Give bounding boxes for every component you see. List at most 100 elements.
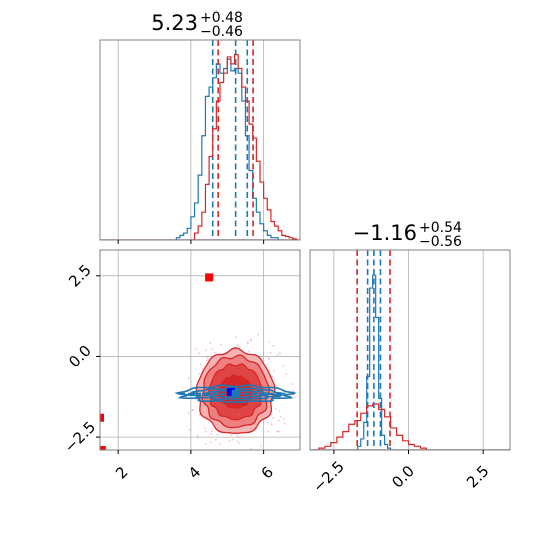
outlier-point (205, 273, 214, 282)
x-tick-label: 6 (258, 463, 277, 482)
blue-contour-level (174, 384, 297, 404)
sample-point (198, 372, 201, 375)
sample-point (268, 341, 270, 344)
sample-point (211, 348, 214, 351)
sample-point (209, 342, 212, 344)
sample-point (196, 434, 199, 437)
sample-point (272, 344, 275, 347)
sample-point (230, 434, 233, 437)
sample-point (256, 428, 259, 430)
x-tick-label: 2 (112, 463, 131, 482)
hist-step-series-1 (318, 403, 428, 450)
sample-point (238, 442, 241, 444)
title-param-2-main: −1.16 (353, 221, 417, 245)
y-tick-label: 0.0 (65, 342, 95, 372)
sample-point (294, 396, 297, 399)
sample-point (187, 377, 190, 380)
sample-point (249, 340, 252, 342)
sample-point (198, 352, 201, 355)
y-tick-label: 2.5 (65, 261, 95, 291)
sample-point (274, 407, 277, 410)
blue-contour-level (202, 389, 270, 399)
sample-point (277, 419, 280, 422)
sample-point (260, 445, 263, 448)
x-tick-label: −2.5 (309, 457, 347, 495)
sample-point (270, 423, 273, 426)
sample-point (276, 430, 279, 433)
sample-point (214, 438, 217, 441)
sample-point (191, 409, 194, 412)
sample-point (207, 358, 209, 361)
sample-point (218, 442, 221, 445)
sample-point (220, 343, 223, 346)
title-param-1-sup: +0.48 (200, 10, 243, 26)
y-tick-label: −2.5 (61, 418, 99, 456)
sample-point (268, 358, 271, 361)
sample-point (282, 365, 285, 368)
x-tick-label: 2.5 (463, 462, 493, 492)
sample-point (280, 415, 282, 418)
map-estimate-marker (226, 387, 235, 396)
sample-point (201, 367, 204, 370)
outlier-point (100, 413, 104, 422)
title-param-1-main: 5.23 (151, 11, 198, 35)
axes-frame-bottom-left (99, 249, 301, 451)
title-param-1: 5.23 (151, 11, 198, 35)
hist-step-series-0 (357, 274, 392, 450)
panel-bottom-right (310, 250, 510, 450)
sample-point (188, 428, 191, 431)
sample-point (199, 363, 202, 366)
sample-point (250, 338, 252, 341)
sample-point (210, 432, 213, 435)
sample-point (236, 344, 239, 346)
title-param-2-sup: +0.54 (419, 220, 462, 236)
axes-frame-bottom-right (309, 249, 511, 451)
sample-point (236, 435, 239, 437)
hist-step-series-0 (175, 58, 279, 240)
sample-point (205, 359, 208, 362)
sample-point (227, 436, 230, 439)
sample-point (205, 349, 208, 352)
sample-point (272, 417, 274, 419)
sample-point (257, 333, 259, 336)
sample-point (209, 440, 212, 443)
sample-point (250, 448, 253, 450)
sample-point (204, 430, 207, 433)
sample-point (291, 383, 294, 385)
sample-point (205, 443, 207, 445)
sample-point (282, 417, 285, 420)
sample-point (211, 429, 213, 432)
sample-point (247, 350, 250, 353)
sample-point (235, 336, 238, 338)
sample-point (279, 352, 281, 355)
sample-point (203, 427, 206, 430)
sample-point (213, 351, 216, 354)
sample-point (267, 357, 270, 359)
panel-bottom-left (100, 250, 300, 454)
sample-point (246, 341, 249, 344)
x-tick-label: 0.0 (388, 462, 418, 492)
sample-point (238, 345, 241, 348)
sample-point (277, 430, 280, 433)
sample-point (293, 393, 296, 396)
axes-layer: 2 4 6 2.5 0.0 −2.5 −2.5 0.0 2.5 (61, 39, 511, 496)
hist-step-series-1 (193, 54, 297, 240)
sample-point (232, 438, 234, 441)
axes-frame-top-left (99, 39, 301, 241)
blue-contour-level (187, 386, 286, 401)
title-param-1-sub: −0.46 (200, 24, 243, 40)
sample-point (271, 376, 274, 378)
sample-point (273, 369, 275, 372)
sample-point (187, 412, 190, 415)
sample-point (278, 410, 281, 413)
sample-point (205, 356, 208, 359)
x-tick-label: 4 (185, 463, 204, 482)
panel-top-left (100, 40, 300, 240)
sample-point (285, 372, 288, 375)
map-estimate-marker (231, 389, 240, 398)
sample-point (243, 452, 245, 454)
sample-point (216, 434, 219, 437)
title-param-2-sub: −0.56 (419, 234, 462, 250)
sample-point (267, 430, 269, 433)
